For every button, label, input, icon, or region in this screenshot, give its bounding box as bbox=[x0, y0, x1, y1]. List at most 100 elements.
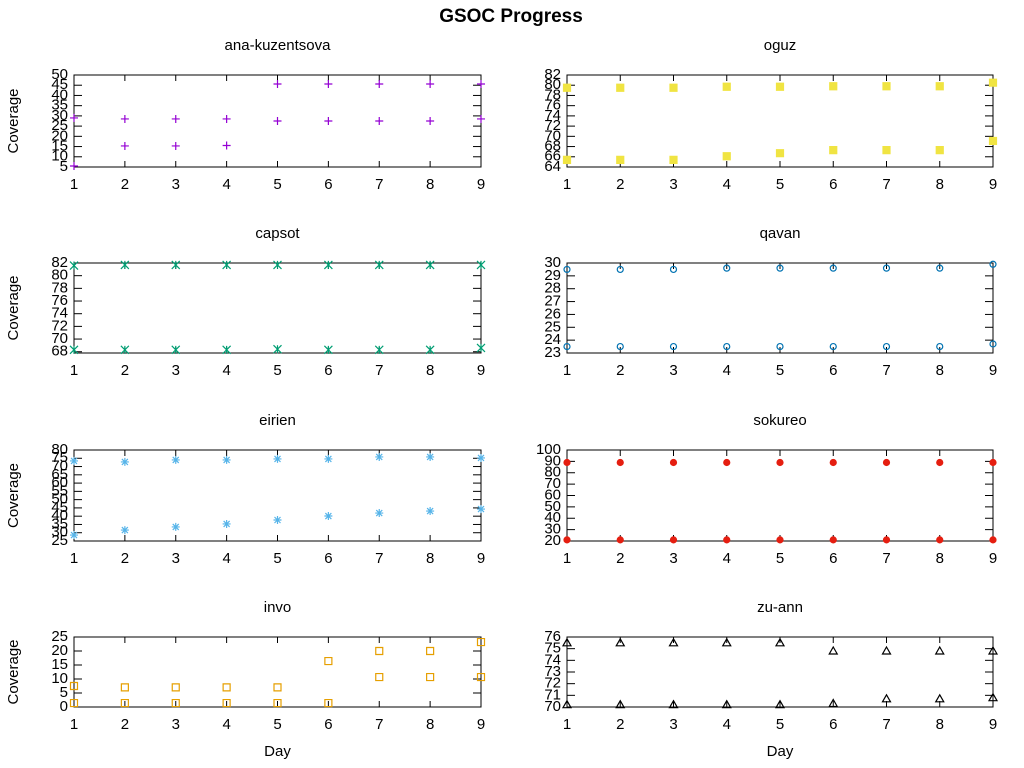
point bbox=[120, 526, 129, 535]
point bbox=[425, 345, 435, 355]
point bbox=[476, 343, 486, 353]
point bbox=[273, 260, 282, 270]
point bbox=[935, 146, 944, 155]
point bbox=[562, 83, 572, 92]
y-tick-label: 70 bbox=[51, 330, 68, 347]
x-tick-label: 9 bbox=[477, 550, 485, 567]
point bbox=[987, 645, 999, 655]
point bbox=[881, 645, 892, 655]
point bbox=[828, 645, 839, 655]
point bbox=[616, 536, 624, 544]
x-tick-label: 5 bbox=[273, 362, 281, 379]
x-tick-label: 6 bbox=[324, 550, 332, 567]
x-tick-label: 6 bbox=[324, 176, 332, 193]
point bbox=[323, 260, 333, 270]
x-tick-label: 9 bbox=[477, 362, 485, 379]
x-tick-label: 6 bbox=[829, 362, 837, 379]
y-tick-label: 20 bbox=[51, 127, 68, 144]
subplot-title: eirien bbox=[259, 412, 296, 429]
y-tick-label: 10 bbox=[51, 148, 68, 165]
point bbox=[476, 672, 486, 682]
point bbox=[722, 82, 731, 91]
x-tick-label: 9 bbox=[477, 176, 485, 193]
point bbox=[426, 672, 435, 682]
x-axis-label: Day bbox=[264, 743, 291, 760]
y-tick-label: 76 bbox=[544, 97, 561, 114]
point bbox=[69, 261, 79, 270]
point bbox=[120, 698, 129, 708]
x-tick-label: 7 bbox=[882, 362, 890, 379]
y-tick-label: 40 bbox=[51, 86, 68, 103]
point bbox=[563, 343, 571, 351]
y-tick-label: 82 bbox=[51, 254, 68, 271]
y-tick-label: 5 bbox=[60, 158, 68, 175]
point bbox=[477, 114, 485, 123]
x-tick-label: 1 bbox=[70, 176, 78, 193]
y-tick-label: 25 bbox=[544, 318, 561, 335]
point bbox=[171, 114, 180, 123]
x-tick-label: 3 bbox=[669, 362, 677, 379]
y-axis-label: Coverage bbox=[5, 463, 22, 528]
point bbox=[776, 343, 784, 351]
point bbox=[476, 637, 486, 647]
point bbox=[934, 693, 945, 703]
point bbox=[171, 698, 180, 708]
point bbox=[615, 637, 626, 647]
y-tick-label: 72 bbox=[51, 317, 68, 334]
point bbox=[120, 114, 129, 123]
point bbox=[668, 637, 679, 647]
point bbox=[774, 699, 786, 709]
x-tick-label: 8 bbox=[426, 550, 434, 567]
plot-frame bbox=[566, 636, 994, 708]
y-tick-label: 68 bbox=[544, 138, 561, 155]
x-tick-label: 4 bbox=[222, 176, 230, 193]
point bbox=[668, 699, 679, 709]
y-tick-label: 50 bbox=[544, 498, 561, 515]
point bbox=[171, 455, 180, 464]
point bbox=[723, 343, 731, 351]
point bbox=[669, 458, 678, 467]
x-tick-label: 6 bbox=[324, 362, 332, 379]
subplot-title: invo bbox=[264, 599, 292, 616]
point bbox=[374, 260, 384, 270]
y-tick-label: 45 bbox=[51, 76, 68, 93]
point bbox=[273, 683, 282, 692]
x-tick-label: 2 bbox=[121, 716, 129, 733]
x-tick-label: 9 bbox=[989, 362, 997, 379]
subplot-title: capsot bbox=[255, 225, 300, 242]
x-tick-label: 9 bbox=[477, 716, 485, 733]
y-tick-label: 65 bbox=[51, 466, 68, 483]
point bbox=[375, 646, 384, 656]
y-axis-label: Coverage bbox=[5, 639, 22, 704]
point bbox=[616, 343, 624, 351]
point bbox=[829, 536, 837, 544]
y-tick-label: 73 bbox=[544, 663, 561, 680]
y-tick-label: 30 bbox=[544, 254, 561, 271]
y-tick-label: 71 bbox=[544, 686, 561, 703]
x-tick-label: 2 bbox=[121, 176, 129, 193]
point bbox=[171, 683, 180, 692]
point bbox=[222, 698, 231, 708]
point bbox=[222, 260, 232, 270]
point bbox=[375, 672, 384, 682]
x-tick-label: 2 bbox=[616, 550, 624, 567]
point bbox=[70, 161, 78, 170]
point bbox=[987, 692, 999, 702]
point bbox=[988, 136, 998, 146]
point bbox=[273, 515, 282, 524]
point bbox=[273, 79, 282, 88]
point bbox=[882, 82, 891, 91]
point bbox=[273, 344, 282, 354]
y-tick-label: 23 bbox=[544, 344, 561, 361]
y-axis-label: Coverage bbox=[5, 275, 22, 340]
x-tick-label: 8 bbox=[936, 176, 944, 193]
y-tick-label: 50 bbox=[51, 66, 68, 83]
point bbox=[936, 264, 944, 272]
point bbox=[222, 519, 231, 528]
point bbox=[222, 683, 231, 692]
point bbox=[477, 79, 485, 88]
point bbox=[222, 141, 231, 150]
point bbox=[375, 452, 384, 461]
point bbox=[222, 455, 231, 464]
